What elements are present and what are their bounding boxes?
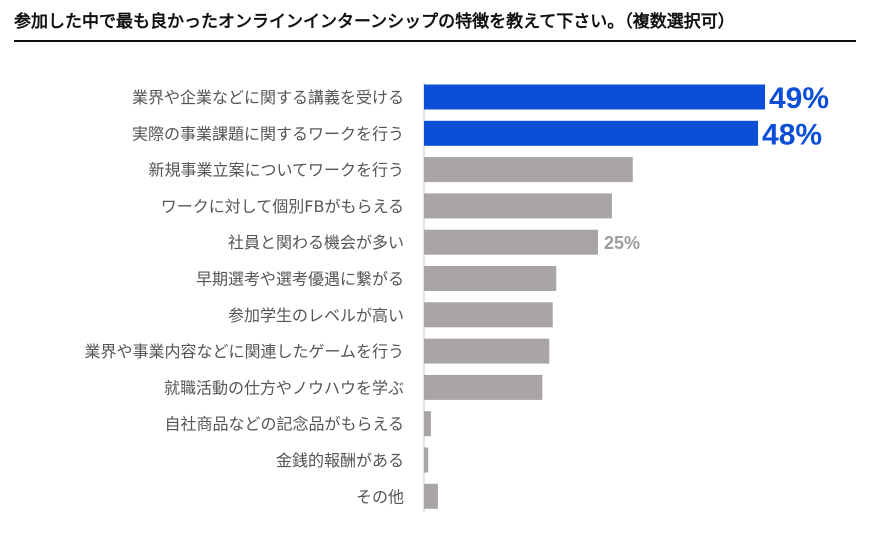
category-label: 自社商品などの記念品がもらえる: [164, 415, 404, 434]
bar: [424, 374, 543, 400]
bar: [424, 84, 765, 110]
data-label: 49%: [769, 82, 829, 115]
data-label: 25%: [604, 233, 640, 253]
bar: [424, 302, 553, 328]
category-label: その他: [356, 487, 404, 506]
category-label: 業界や企業などに関する講義を受ける: [132, 88, 404, 107]
bar: [424, 266, 557, 291]
category-label: 社員と関わる機会が多い: [228, 233, 404, 252]
category-label: 業界や事業内容などに関連したゲームを行う: [84, 342, 404, 361]
bar: [424, 157, 633, 183]
data-label: 48%: [762, 118, 822, 151]
title-underline: [14, 40, 856, 42]
bar: [424, 411, 431, 437]
chart-title: 参加した中で最も良かったオンラインインターンシップの特徴を教えて下さい。（複数選…: [14, 12, 735, 32]
bar: [424, 193, 612, 219]
bar: [424, 338, 550, 364]
category-label: 新規事業立案についてワークを行う: [148, 161, 404, 180]
bar: [424, 447, 429, 473]
bar: [424, 483, 438, 509]
category-label: ワークに対して個別FBがもらえる: [161, 197, 404, 216]
category-label: 早期選考や選考優遇に繋がる: [196, 270, 404, 289]
bar: [424, 229, 598, 255]
bar: [424, 120, 759, 146]
category-label: 就職活動の仕方やノウハウを学ぶ: [164, 378, 404, 397]
category-label: 金銭的報酬がある: [276, 451, 404, 470]
category-label: 実際の事業課題に関するワークを行う: [132, 124, 404, 143]
category-label: 参加学生のレベルが高い: [228, 306, 404, 325]
